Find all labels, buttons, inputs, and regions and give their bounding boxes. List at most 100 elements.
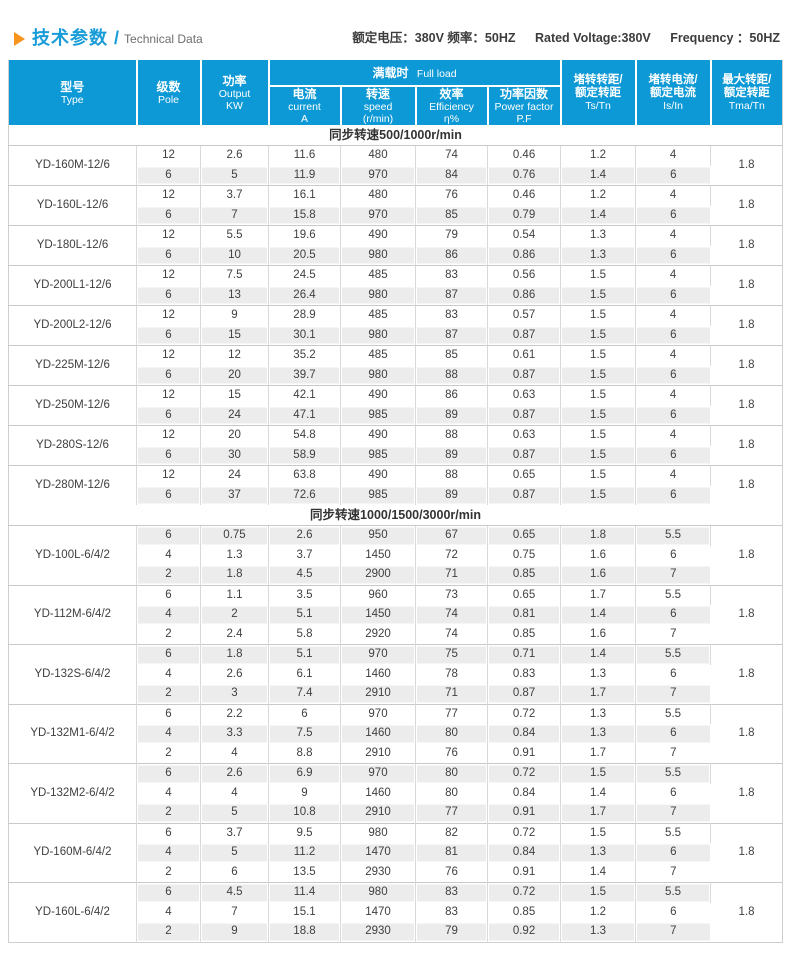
data-cell: 7.5	[200, 265, 269, 286]
data-cell: 8.8	[268, 743, 341, 764]
data-cell: 76	[415, 862, 488, 883]
data-cell: 0.75	[200, 525, 269, 546]
col-header-ts-tn-cn1: 堵转转距/	[573, 73, 623, 86]
data-cell: 12	[136, 305, 201, 326]
data-cell: 6.9	[268, 763, 341, 784]
data-cell: 6	[136, 405, 201, 426]
table-row: 2 5 10.8 2910 77 0.91 1.7 7	[9, 803, 783, 823]
data-cell: 1.5	[560, 882, 637, 903]
data-cell: 0.71	[487, 644, 562, 665]
data-cell: 1.2	[560, 185, 637, 206]
data-cell: 20.5	[268, 245, 341, 266]
data-cell: 480	[340, 145, 416, 166]
tma-cell: 1.8	[710, 584, 783, 645]
data-cell: 86	[415, 245, 488, 266]
data-cell: 1460	[340, 724, 416, 744]
col-header-efficiency-en: Efficiency	[429, 101, 474, 113]
data-cell: 1.4	[560, 205, 637, 226]
data-cell: 985	[340, 485, 416, 505]
data-cell: 980	[340, 245, 416, 266]
section-title: 同步转速1000/1500/3000r/min	[8, 505, 783, 526]
model-cell: YD-132S-6/4/2	[8, 644, 137, 704]
data-cell: 1.3	[560, 724, 637, 744]
data-cell: 1460	[340, 783, 416, 803]
model-cell: YD-250M-12/6	[8, 385, 137, 426]
data-cell: 11.6	[268, 145, 341, 166]
data-cell: 3.3	[200, 724, 269, 744]
data-cell: 0.65	[487, 584, 562, 605]
data-cell: 74	[415, 624, 488, 645]
data-cell: 3.7	[200, 185, 269, 206]
section-title: 同步转速500/1000r/min	[8, 125, 783, 146]
data-cell: 5.1	[268, 644, 341, 665]
rated-specs-cn: 额定电压：380V 频率：50HZ	[352, 31, 516, 45]
data-cell: 83	[415, 305, 488, 326]
col-header-power-factor-en: Power factor	[494, 101, 554, 113]
model-cell: YD-160L-12/6	[8, 185, 137, 226]
data-cell: 6	[635, 205, 711, 226]
data-cell: 72.6	[268, 485, 341, 505]
data-cell: 970	[340, 644, 416, 665]
data-cell: 24.5	[268, 265, 341, 286]
data-cell: 485	[340, 265, 416, 286]
data-cell: 37	[200, 485, 269, 505]
data-cell: 6	[635, 485, 711, 505]
data-cell: 1.5	[560, 763, 637, 784]
data-cell: 2	[136, 624, 201, 645]
data-cell: 84	[415, 165, 488, 186]
data-cell: 39.7	[268, 365, 341, 386]
tma-cell: 1.8	[710, 145, 783, 186]
table-row: 4 4 9 1460 80 0.84 1.4 6	[9, 783, 783, 803]
data-cell: 2.6	[200, 763, 269, 784]
data-cell: 1.8	[200, 565, 269, 585]
data-cell: 480	[340, 185, 416, 206]
data-cell: 12	[136, 385, 201, 406]
table-row: 6 37 72.6 985 89 0.87 1.5 6	[9, 485, 783, 505]
data-cell: 0.63	[487, 425, 562, 446]
col-header-pole: 级数 Pole	[136, 60, 202, 125]
data-cell: 2920	[340, 624, 416, 645]
data-cell: 58.9	[268, 445, 341, 466]
data-cell: 6	[635, 365, 711, 386]
tma-cell: 1.8	[710, 644, 783, 704]
data-cell: 980	[340, 285, 416, 306]
data-cell: 0.54	[487, 225, 562, 246]
table-row: YD-160L-12/6 12 3.7 16.1 480 76 0.46 1.2 4 1.8	[8, 185, 783, 226]
data-cell: 71	[415, 684, 488, 704]
data-cell: 5	[200, 843, 269, 863]
model-cell: YD-160L-6/4/2	[8, 882, 137, 942]
data-cell: 2	[136, 565, 201, 585]
data-cell: 960	[340, 584, 416, 605]
table-row: 4 2 5.1 1450 74 0.81 1.4 6	[9, 605, 783, 625]
col-header-power-factor: 功率因数 Power factor P.F	[487, 86, 562, 125]
data-cell: 1.4	[560, 783, 637, 803]
data-cell: 490	[340, 465, 416, 486]
col-header-tma-tn-en: Tma/Tn	[728, 99, 765, 112]
data-cell: 6	[635, 245, 711, 266]
data-cell: 0.63	[487, 385, 562, 406]
model-cell: YD-100L-6/4/2	[8, 525, 137, 585]
data-cell: 1.4	[560, 605, 637, 625]
col-header-tma-tn-cn2: 额定转距	[723, 86, 770, 99]
data-cell: 0.76	[487, 165, 562, 186]
data-cell: 0.57	[487, 305, 562, 326]
data-cell: 6	[136, 245, 201, 266]
data-cell: 4	[635, 145, 712, 166]
data-cell: 4	[200, 783, 269, 803]
data-cell: 77	[415, 703, 488, 724]
data-cell: 6	[136, 165, 201, 186]
data-cell: 985	[340, 445, 416, 466]
data-cell: 0.85	[487, 565, 562, 585]
data-cell: 5.1	[268, 605, 341, 625]
data-cell: 2	[136, 743, 201, 764]
data-cell: 6	[268, 703, 341, 724]
data-cell: 88	[415, 365, 488, 386]
data-cell: 485	[340, 305, 416, 326]
data-cell: 7	[200, 205, 269, 226]
data-cell: 490	[340, 385, 416, 406]
col-header-speed-unit: (r/min)	[362, 113, 394, 125]
data-cell: 1.2	[560, 902, 637, 922]
table-body: 同步转速500/1000r/min YD-160M-12/6 12 2.6 11.6 48…	[8, 125, 783, 942]
data-cell: 1.5	[560, 285, 637, 306]
data-cell: 970	[340, 703, 416, 724]
